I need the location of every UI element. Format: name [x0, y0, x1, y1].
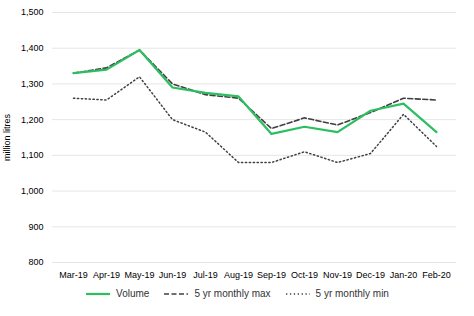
html-text:Volume: Volume	[116, 288, 150, 299]
svg-text:Dec-19: Dec-19	[356, 270, 385, 280]
svg-text:1,400: 1,400	[21, 43, 44, 53]
svg-text:1,100: 1,100	[21, 150, 44, 160]
html-text:5 yr monthly min: 5 yr monthly min	[315, 288, 389, 299]
svg-text:900: 900	[28, 222, 43, 232]
svg-text:Mar-19: Mar-19	[59, 270, 88, 280]
svg-text:Apr-19: Apr-19	[93, 270, 120, 280]
svg-text:May-19: May-19	[124, 270, 154, 280]
svg-text:1,200: 1,200	[21, 115, 44, 125]
svg-text:1,500: 1,500	[21, 7, 44, 17]
svg-text:Feb-20: Feb-20	[422, 270, 451, 280]
svg-text:1,300: 1,300	[21, 79, 44, 89]
svg-text:Aug-19: Aug-19	[224, 270, 253, 280]
svg-text:Jun-19: Jun-19	[159, 270, 187, 280]
svg-text:800: 800	[28, 257, 43, 267]
svg-text:Jul-19: Jul-19	[193, 270, 218, 280]
svg-text:million litres: million litres	[2, 113, 12, 161]
html-text:5 yr monthly max: 5 yr monthly max	[194, 288, 271, 299]
svg-text:Sep-19: Sep-19	[257, 270, 286, 280]
svg-text:Nov-19: Nov-19	[323, 270, 352, 280]
svg-text:1,000: 1,000	[21, 186, 44, 196]
svg-text:Jan-20: Jan-20	[390, 270, 418, 280]
svg-text:Oct-19: Oct-19	[291, 270, 318, 280]
